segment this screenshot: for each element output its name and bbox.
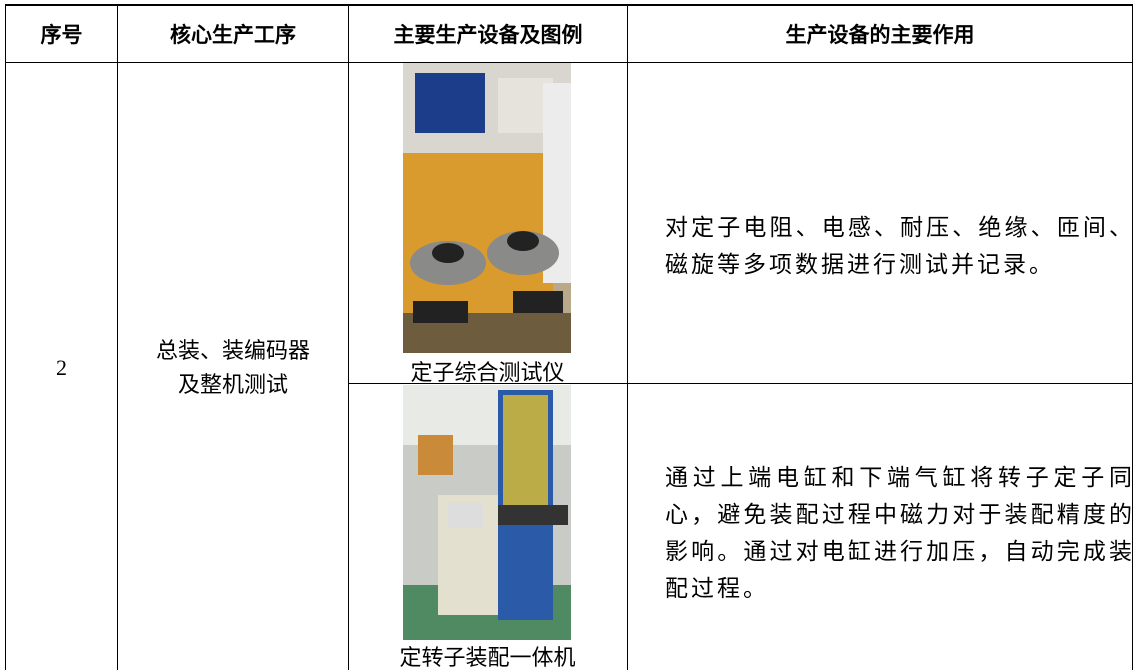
row-number: 2	[56, 355, 67, 380]
equipment-function: 通过上端电缸和下端气缸将转子定子同心，避免装配过程中磁力对于装配精度的影响。通过…	[665, 465, 1135, 601]
rule	[117, 5, 118, 670]
rule	[5, 5, 6, 670]
equipment-name: 定子综合测试仪	[410, 360, 565, 385]
process: 总装、装编码器 及整机测试	[118, 333, 348, 403]
equipment-name: 定转子装配一体机	[399, 645, 576, 670]
process-line: 总装、装编码器	[155, 338, 310, 363]
header-cell: 主要生产设备及图例	[393, 23, 583, 47]
process-line: 及整机测试	[177, 372, 288, 397]
header-cell: 核心生产工序	[170, 23, 296, 47]
equipment-function: 对定子电阻、电感、耐压、绝缘、匝间、磁旋等多项数据进行测试并记录。	[665, 215, 1135, 277]
rule	[5, 62, 1133, 63]
header-cell: 生产设备的主要作用	[785, 23, 975, 47]
equipment-photo	[403, 63, 571, 353]
rule	[5, 4, 1133, 6]
rule	[627, 5, 628, 670]
header-cell: 序号	[40, 23, 83, 47]
rule	[348, 383, 1133, 384]
equipment-photo	[403, 385, 571, 640]
rule	[348, 5, 349, 670]
rule	[1132, 5, 1133, 670]
